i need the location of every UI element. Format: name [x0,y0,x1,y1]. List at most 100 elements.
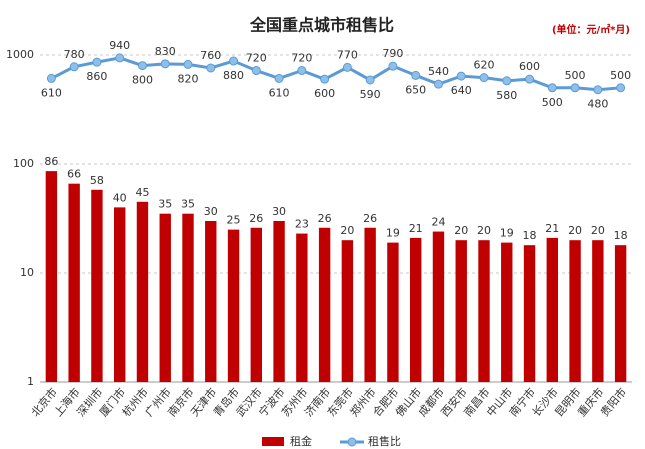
line-marker [502,76,512,86]
line-label: 820 [178,72,199,85]
bar [136,201,149,382]
bar-label: 45 [135,186,149,199]
line-label: 640 [451,84,472,97]
bar-label: 24 [431,216,445,229]
bar [569,240,581,382]
bar-label: 19 [386,227,400,240]
line-label: 480 [587,98,608,111]
bar-label: 30 [272,205,286,218]
y-tick-label: 100 [13,157,34,170]
line-marker [525,74,535,84]
chart-title: 全国重点城市租售比 [249,16,394,35]
line-label: 600 [314,87,335,100]
bar [45,171,58,382]
line-label: 500 [542,96,563,109]
bar [250,227,262,382]
line-label: 800 [132,74,153,87]
bar [273,220,285,382]
line-label: 720 [291,52,312,65]
bar-label: 26 [318,212,332,225]
chart-subtitle: (单位：元/㎡*月) [552,23,630,36]
bar [478,240,490,382]
bar [91,189,103,382]
line-marker [388,61,398,71]
y-tick-label: 1 [27,375,34,388]
bar [296,233,308,382]
bar [387,242,399,382]
bar [318,227,331,382]
bar [205,220,217,382]
bar [410,237,422,382]
bar-label: 58 [90,174,104,187]
line-marker [342,62,352,72]
bar-label: 66 [67,168,81,181]
line-label: 540 [428,65,449,78]
bar-label: 20 [477,224,491,237]
line-label: 580 [496,89,517,102]
bar [432,231,445,382]
line-label: 760 [200,49,221,62]
line-marker [365,75,375,85]
x-tick-label: 贵阳市 [597,385,629,419]
line-marker [69,62,79,72]
bar-label: 25 [227,214,241,227]
bar [592,240,604,382]
bar-label: 26 [363,212,377,225]
line-marker [160,59,170,69]
bar-label: 23 [295,218,309,231]
line-label: 610 [41,86,62,99]
bar [182,213,194,382]
line-label: 720 [246,52,267,65]
y-tick-label: 10 [20,266,34,279]
line-label: 780 [64,48,85,61]
line-marker [479,73,489,83]
bar-label: 20 [340,224,354,237]
bar [523,245,536,382]
line-marker [183,59,193,69]
line-marker [297,66,307,76]
y-tick-label: 1000 [6,48,34,61]
line-label: 790 [382,47,403,60]
bar [227,229,240,382]
line-marker [320,74,330,84]
bar-label: 35 [158,198,172,211]
bar-label: 40 [113,191,127,204]
line-marker [547,83,557,93]
bar [341,240,354,382]
line-label: 590 [360,88,381,101]
line-label: 830 [155,45,176,58]
bar-label: 26 [249,212,263,225]
bar [546,237,558,382]
line-marker [46,73,56,83]
bar [114,207,126,382]
line-marker [411,70,421,80]
line-label: 500 [565,69,586,82]
bar [159,213,171,382]
bar [68,183,80,382]
line-marker [206,63,216,73]
legend-marker [347,437,357,447]
bar-label: 18 [523,229,537,242]
bar [364,227,376,382]
line-marker [570,83,580,93]
legend-label: 租金 [290,434,312,448]
line-label: 620 [474,59,495,72]
line-label: 770 [337,48,358,61]
line-marker [616,83,626,93]
line-label: 610 [269,86,290,99]
bar [501,242,513,382]
line-marker [456,71,466,81]
line-marker [274,73,284,83]
line-marker [229,56,239,66]
bar-label: 86 [44,155,58,168]
legend-swatch [262,437,284,446]
bar-label: 20 [454,224,468,237]
line-marker [433,79,443,89]
bar-label: 21 [409,222,423,235]
line-marker [593,85,603,95]
line-marker [115,53,125,63]
legend-label: 租售比 [368,434,401,448]
bar-label: 30 [204,205,218,218]
bar-label: 18 [614,229,628,242]
